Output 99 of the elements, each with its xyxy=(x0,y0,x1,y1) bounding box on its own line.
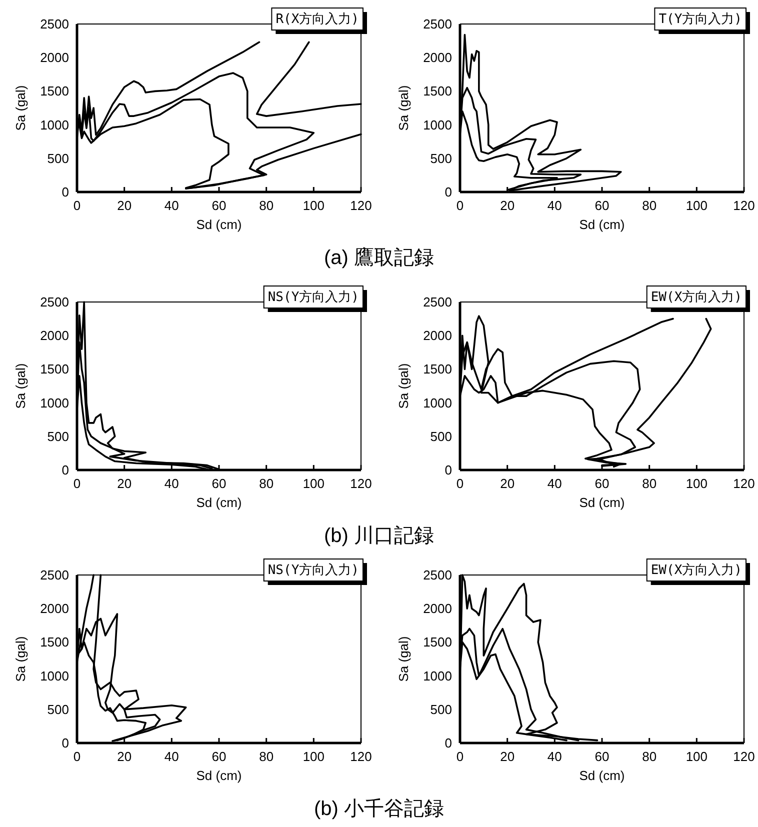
x-tick-label: 100 xyxy=(302,476,325,491)
y-tick-label: 0 xyxy=(444,736,452,750)
y-tick-label: 0 xyxy=(444,462,452,478)
x-tick-label: 80 xyxy=(642,198,657,213)
y-tick-label: 1500 xyxy=(40,634,69,650)
y-tick-label: 2000 xyxy=(423,601,452,616)
annotation: T(Y方向入力) xyxy=(658,11,742,27)
x-tick-label: 0 xyxy=(73,476,81,491)
x-tick-label: 100 xyxy=(686,476,708,491)
x-tick-label: 0 xyxy=(456,749,464,764)
x-tick-label: 60 xyxy=(594,476,610,491)
x-axis-title: Sd (cm) xyxy=(579,495,625,510)
y-tick-label: 1500 xyxy=(423,84,452,99)
y-tick-label: 2000 xyxy=(40,601,69,616)
text: (b) 川口記録 xyxy=(324,525,434,547)
y-axis-title: Sa (gal) xyxy=(396,85,411,131)
x-tick-label: 60 xyxy=(212,749,226,764)
y-tick-label: 2000 xyxy=(40,328,69,344)
x-tick-label: 60 xyxy=(594,749,610,764)
y-tick-label: 2000 xyxy=(40,50,69,66)
x-tick-label: 120 xyxy=(350,749,372,764)
x-tick-label: 80 xyxy=(642,749,657,764)
x-tick-label: 0 xyxy=(456,476,464,491)
x-tick-label: 60 xyxy=(212,476,226,491)
x-tick-label: 120 xyxy=(733,749,755,764)
y-tick-label: 1500 xyxy=(40,362,69,377)
y-tick-label: 1000 xyxy=(423,395,452,410)
y-tick-label: 500 xyxy=(47,702,69,717)
x-tick-label: 80 xyxy=(642,476,657,491)
x-axis-title: Sd (cm) xyxy=(196,768,242,783)
y-tick-label: 1000 xyxy=(40,395,69,410)
x-tick-label: 40 xyxy=(164,198,179,213)
y-tick-label: 2500 xyxy=(40,568,69,582)
annotation: EW(X方向入力) xyxy=(650,289,742,305)
x-tick-label: 0 xyxy=(456,198,464,213)
y-axis-title: Sa (gal) xyxy=(13,363,28,409)
y-axis-title: Sa (gal) xyxy=(13,636,28,682)
x-tick-label: 80 xyxy=(259,749,274,764)
x-tick-label: 120 xyxy=(733,476,755,491)
y-tick-label: 500 xyxy=(430,150,452,166)
y-tick-label: 1000 xyxy=(423,668,452,684)
annotation: NS(Y方向入力) xyxy=(268,562,359,578)
x-axis-title: Sd (cm) xyxy=(196,217,242,232)
y-tick-label: 500 xyxy=(430,428,452,444)
x-tick-label: 20 xyxy=(500,476,515,491)
x-tick-label: 100 xyxy=(686,198,708,213)
x-tick-label: 20 xyxy=(500,198,515,213)
y-tick-label: 500 xyxy=(47,428,69,444)
y-tick-label: 1000 xyxy=(40,117,69,132)
annotation: NS(Y方向入力) xyxy=(268,289,359,305)
x-tick-label: 40 xyxy=(164,476,179,491)
y-tick-label: 500 xyxy=(430,702,452,717)
x-axis-title: Sd (cm) xyxy=(579,217,625,232)
y-tick-label: 0 xyxy=(62,184,69,200)
x-tick-label: 120 xyxy=(733,198,755,213)
y-axis-title: Sa (gal) xyxy=(396,636,411,682)
y-tick-label: 0 xyxy=(62,736,69,750)
annotation: R(X方向入力) xyxy=(276,11,359,27)
x-tick-label: 40 xyxy=(547,476,562,491)
x-tick-label: 100 xyxy=(302,198,325,213)
y-tick-label: 2500 xyxy=(423,16,452,32)
x-tick-label: 120 xyxy=(350,476,372,491)
y-tick-label: 2500 xyxy=(423,294,452,310)
y-tick-label: 0 xyxy=(444,184,452,200)
y-tick-label: 500 xyxy=(47,150,69,166)
x-tick-label: 60 xyxy=(212,198,226,213)
x-tick-label: 100 xyxy=(302,749,325,764)
y-axis-title: Sa (gal) xyxy=(13,85,28,131)
y-tick-label: 2500 xyxy=(40,294,69,310)
x-tick-label: 0 xyxy=(73,749,81,764)
x-tick-label: 40 xyxy=(164,749,179,764)
y-tick-label: 2000 xyxy=(423,328,452,344)
x-tick-label: 80 xyxy=(259,476,274,491)
x-tick-label: 100 xyxy=(686,749,708,764)
x-tick-label: 20 xyxy=(117,476,132,491)
y-tick-label: 0 xyxy=(62,462,69,478)
x-tick-label: 80 xyxy=(259,198,274,213)
x-tick-label: 0 xyxy=(73,198,81,213)
y-tick-label: 2500 xyxy=(423,568,452,582)
x-tick-label: 40 xyxy=(547,198,562,213)
x-axis-title: Sd (cm) xyxy=(579,768,625,783)
text: (a) 鷹取記録 xyxy=(324,247,434,269)
x-tick-label: 60 xyxy=(594,198,610,213)
y-axis-title: Sa (gal) xyxy=(396,363,411,409)
y-tick-label: 2500 xyxy=(40,16,69,32)
x-tick-label: 120 xyxy=(350,198,372,213)
text: (b) 小千谷記録 xyxy=(314,798,444,820)
x-tick-label: 20 xyxy=(117,749,132,764)
annotation: EW(X方向入力) xyxy=(650,562,742,578)
y-tick-label: 2000 xyxy=(423,50,452,66)
x-tick-label: 20 xyxy=(117,198,132,213)
x-tick-label: 20 xyxy=(500,749,515,764)
y-tick-label: 1500 xyxy=(40,84,69,99)
x-tick-label: 40 xyxy=(547,749,562,764)
y-tick-label: 1000 xyxy=(423,117,452,132)
y-tick-label: 1500 xyxy=(423,634,452,650)
x-axis-title: Sd (cm) xyxy=(196,495,242,510)
y-tick-label: 1500 xyxy=(423,362,452,377)
y-tick-label: 1000 xyxy=(40,668,69,684)
